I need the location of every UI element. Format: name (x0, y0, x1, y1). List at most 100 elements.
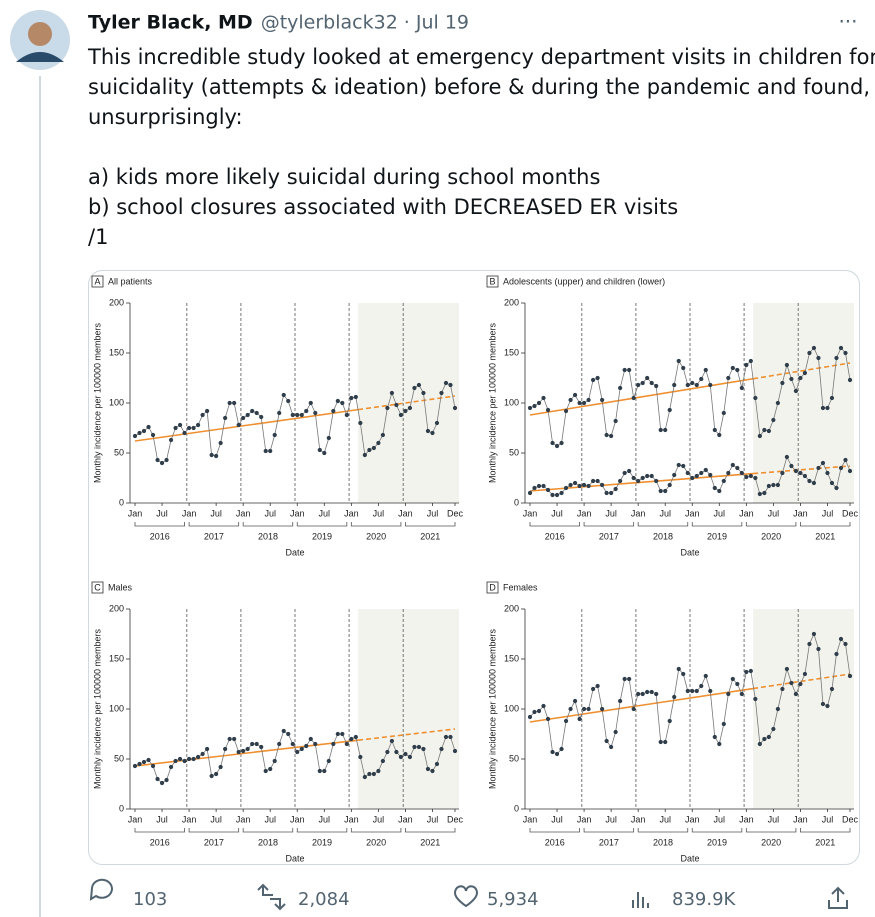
data-point (631, 395, 636, 401)
data-point (829, 686, 835, 692)
data-point (595, 375, 600, 381)
data-point (721, 721, 726, 727)
like-icon[interactable] (453, 885, 479, 908)
data-point (141, 759, 147, 765)
data-point (793, 691, 799, 697)
data-point (780, 470, 785, 476)
data-point (690, 475, 695, 481)
share-icon[interactable] (828, 886, 848, 909)
data-point (572, 392, 578, 398)
x-tick-label: Jul (210, 814, 222, 824)
data-point (609, 744, 614, 750)
data-point (572, 480, 578, 486)
data-point (421, 390, 426, 396)
data-point (622, 470, 627, 476)
retweet-icon[interactable] (257, 883, 286, 911)
data-point (412, 385, 417, 391)
data-point (595, 683, 600, 689)
data-point (694, 473, 699, 479)
data-point (272, 758, 277, 764)
data-point (699, 376, 704, 382)
data-point (299, 412, 304, 418)
data-point (173, 758, 178, 764)
x-tick-label: Jan (577, 508, 592, 518)
reply-icon[interactable] (89, 878, 113, 901)
year-label: 2021 (815, 531, 835, 541)
data-point (847, 468, 853, 474)
year-label: 2018 (258, 531, 278, 541)
data-point (394, 402, 399, 408)
y-tick-label: 200 (109, 603, 124, 613)
data-point (672, 472, 677, 478)
data-point (775, 706, 780, 712)
data-point (545, 716, 551, 722)
data-point (389, 738, 395, 744)
data-point (708, 688, 713, 694)
x-axis-label: Date (680, 853, 699, 863)
author-name[interactable]: Tyler Black, MD (88, 12, 253, 34)
year-label: 2021 (420, 531, 440, 541)
data-point (798, 470, 803, 476)
data-point (672, 382, 677, 388)
data-point (649, 689, 654, 695)
data-point (277, 410, 282, 416)
data-point (771, 417, 776, 423)
data-point (807, 478, 812, 484)
data-point (712, 427, 717, 433)
views-icon[interactable] (632, 892, 649, 908)
data-point (554, 751, 560, 757)
data-point (186, 425, 192, 431)
data-point (717, 741, 722, 747)
data-point (775, 400, 780, 406)
data-point (362, 774, 367, 780)
data-point (214, 771, 219, 777)
year-label: 2019 (707, 531, 727, 541)
panel-title: All patients (108, 276, 153, 286)
data-point (581, 706, 587, 712)
year-label: 2019 (312, 837, 332, 847)
more-icon[interactable]: ··· (838, 10, 857, 34)
year-label: 2016 (545, 837, 565, 847)
x-tick-label: Jan (577, 814, 592, 824)
x-tick-label: Jan (236, 508, 251, 518)
data-point (627, 468, 632, 474)
data-point (838, 345, 844, 351)
trend-line-projection (753, 465, 851, 475)
data-point (618, 478, 623, 484)
year-label: 2018 (653, 531, 673, 541)
x-tick-label: Dec (842, 814, 859, 824)
x-tick-label: Jul (156, 508, 168, 518)
data-point (636, 691, 641, 697)
data-point (322, 450, 327, 456)
data-point (712, 734, 717, 740)
data-point (349, 736, 354, 742)
data-point (331, 408, 336, 414)
year-bracket (134, 828, 185, 833)
data-point (205, 746, 210, 752)
data-point (726, 375, 731, 381)
panel-letter-box (486, 275, 499, 288)
media-card[interactable] (88, 270, 860, 865)
x-tick-label: Jul (373, 508, 385, 518)
year-label: 2021 (420, 837, 440, 847)
tweet-date: · Jul 19 (404, 12, 469, 34)
data-point (744, 669, 749, 675)
panel-letter-box (486, 581, 499, 594)
data-point (590, 478, 596, 484)
data-point (340, 400, 345, 406)
data-point (236, 422, 241, 428)
y-tick-label: 0 (514, 803, 519, 813)
x-tick-label: Dec (447, 814, 464, 824)
data-point (155, 457, 160, 463)
y-tick-label: 100 (109, 397, 124, 407)
data-point (726, 470, 731, 476)
year-bracket (350, 522, 402, 527)
data-point (563, 718, 569, 724)
author-handle[interactable]: @tylerblack32 (261, 12, 398, 34)
data-point (205, 408, 210, 414)
data-point (721, 410, 726, 416)
data-point (268, 766, 273, 772)
view-count: 839.9K (672, 889, 737, 910)
data-point (699, 683, 704, 689)
data-point (658, 739, 663, 745)
